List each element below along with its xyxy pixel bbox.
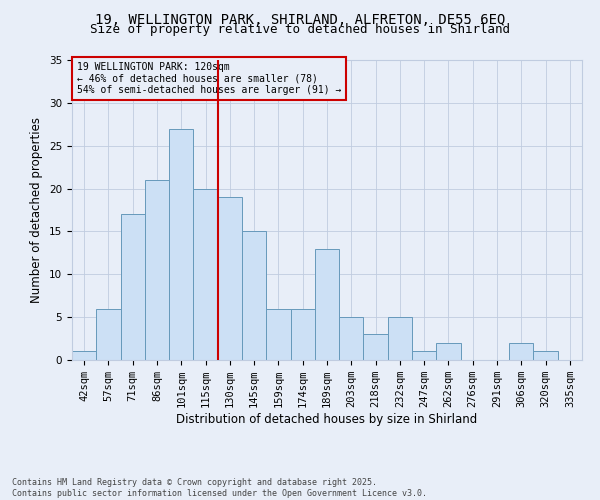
Bar: [193, 188, 218, 360]
Bar: [412, 352, 436, 360]
Bar: [121, 214, 145, 360]
Bar: [364, 334, 388, 360]
Bar: [509, 343, 533, 360]
Bar: [436, 343, 461, 360]
Text: 19 WELLINGTON PARK: 120sqm
← 46% of detached houses are smaller (78)
54% of semi: 19 WELLINGTON PARK: 120sqm ← 46% of deta…: [77, 62, 341, 94]
Bar: [290, 308, 315, 360]
Text: Size of property relative to detached houses in Shirland: Size of property relative to detached ho…: [90, 22, 510, 36]
Bar: [169, 128, 193, 360]
Bar: [72, 352, 96, 360]
Bar: [339, 317, 364, 360]
Bar: [315, 248, 339, 360]
Bar: [266, 308, 290, 360]
Text: 19, WELLINGTON PARK, SHIRLAND, ALFRETON, DE55 6EQ: 19, WELLINGTON PARK, SHIRLAND, ALFRETON,…: [95, 12, 505, 26]
Bar: [242, 232, 266, 360]
Bar: [145, 180, 169, 360]
Text: Contains HM Land Registry data © Crown copyright and database right 2025.
Contai: Contains HM Land Registry data © Crown c…: [12, 478, 427, 498]
Bar: [218, 197, 242, 360]
Bar: [388, 317, 412, 360]
Bar: [533, 352, 558, 360]
Bar: [96, 308, 121, 360]
Y-axis label: Number of detached properties: Number of detached properties: [31, 117, 43, 303]
X-axis label: Distribution of detached houses by size in Shirland: Distribution of detached houses by size …: [176, 413, 478, 426]
